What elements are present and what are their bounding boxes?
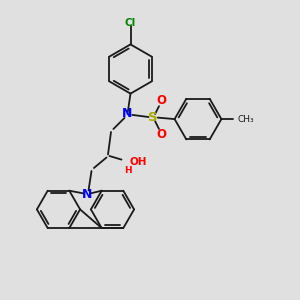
Text: N: N xyxy=(82,188,92,202)
Text: H: H xyxy=(124,166,131,175)
Text: S: S xyxy=(148,111,158,124)
Text: Cl: Cl xyxy=(125,17,136,28)
Text: CH₃: CH₃ xyxy=(237,115,253,124)
Text: OH: OH xyxy=(129,157,146,167)
Text: N: N xyxy=(122,107,133,121)
Text: O: O xyxy=(157,128,167,141)
Text: O: O xyxy=(157,94,167,107)
